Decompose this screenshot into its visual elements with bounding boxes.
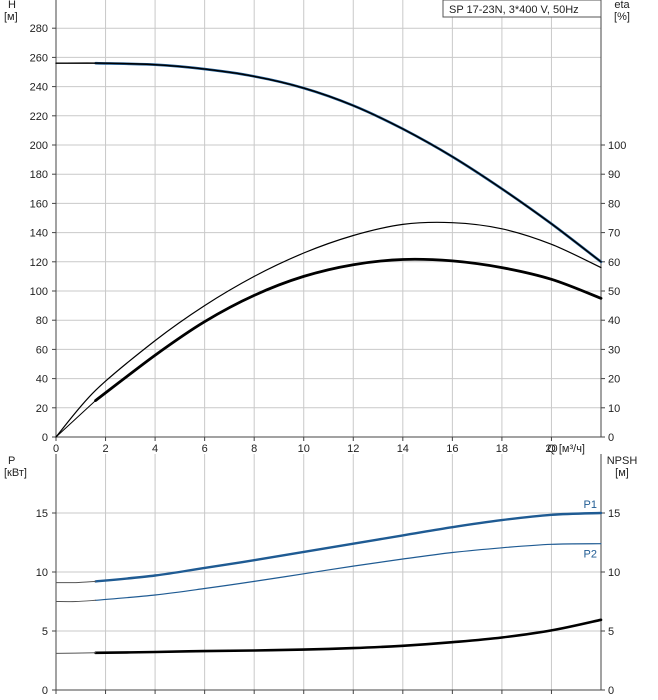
right-tick-label: 100	[608, 140, 626, 152]
left-axis-unit: [м]	[4, 11, 18, 23]
left-tick-label: 260	[30, 52, 48, 64]
left-tick-label: 0	[42, 685, 48, 697]
series-p2-line	[95, 543, 602, 601]
left-axis-name: H	[8, 0, 16, 11]
right-tick-label: 5	[608, 626, 614, 638]
right-tick-label: 20	[608, 374, 620, 386]
series-line	[94, 618, 603, 655]
right-axis-name: eta	[614, 0, 630, 11]
left-tick-label: 40	[36, 374, 48, 386]
right-tick-label: 50	[608, 286, 620, 298]
x-tick-label: 4	[152, 443, 158, 455]
left-tick-label: 100	[30, 286, 48, 298]
x-tick-label: 14	[397, 443, 409, 455]
x-tick-label: 2	[102, 443, 108, 455]
right-tick-label: 70	[608, 228, 620, 240]
x-tick-label: 10	[298, 443, 310, 455]
curve-extension-line	[55, 580, 97, 584]
left-tick-label: 5	[42, 626, 48, 638]
curve-extension-line	[55, 599, 97, 603]
power-npsh-panel: 0 5 10 15 0 5 10 15 P[кВт] NPSH[м] P1 P2	[4, 454, 637, 697]
left-tick-label: 280	[30, 23, 48, 35]
left-tick-label: 200	[30, 140, 48, 152]
series-line	[94, 257, 603, 402]
left-tick-label: 240	[30, 82, 48, 94]
right-tick-label: 10	[608, 403, 620, 415]
left-tick-label: 20	[36, 403, 48, 415]
left-tick-label: 10	[36, 567, 48, 579]
x-tick-label: 8	[251, 443, 257, 455]
series-label: P2	[584, 549, 597, 561]
left-tick-label: 180	[30, 169, 48, 181]
x-axis-label: Q [м³/ч]	[547, 443, 585, 455]
right-tick-label: 40	[608, 315, 620, 327]
curve-extension-line	[55, 652, 97, 654]
x-tick-label: 16	[446, 443, 458, 455]
head-efficiency-panel: 0204060801001201401601802002202402602800…	[4, 0, 631, 455]
chart-title: SP 17-23N, 3*400 V, 50Hz	[449, 4, 579, 16]
x-tick-label: 0	[53, 443, 59, 455]
left-tick-label: 120	[30, 257, 48, 269]
right-tick-label: 30	[608, 344, 620, 356]
right-tick-label: 80	[608, 198, 620, 210]
left-tick-label: 60	[36, 344, 48, 356]
left-axis-name: P	[8, 455, 15, 467]
series-p1-line	[94, 511, 603, 583]
right-axis-unit: [%]	[614, 11, 630, 23]
title-box	[442, 0, 602, 18]
right-tick-label: 0	[608, 685, 614, 697]
right-axis-unit: [м]	[615, 467, 629, 479]
right-tick-label: 10	[608, 567, 620, 579]
x-tick-label: 20	[545, 443, 557, 455]
x-tick-label: 12	[347, 443, 359, 455]
left-tick-label: 15	[36, 508, 48, 520]
curve-extension-line	[55, 62, 602, 263]
right-tick-label: 0	[608, 432, 614, 444]
left-axis-unit: [кВт]	[4, 467, 27, 479]
left-tick-label: 160	[30, 198, 48, 210]
right-tick-label: 60	[608, 257, 620, 269]
right-tick-label: 90	[608, 169, 620, 181]
left-tick-label: 220	[30, 111, 48, 123]
right-tick-label: 15	[608, 508, 620, 520]
x-tick-label: 18	[496, 443, 508, 455]
left-tick-label: 0	[42, 432, 48, 444]
left-tick-label: 140	[30, 228, 48, 240]
series-line	[55, 221, 602, 438]
x-tick-label: 6	[202, 443, 208, 455]
series-label: P1	[584, 499, 597, 511]
right-axis-name: NPSH	[607, 455, 638, 467]
curve-extension-line	[55, 400, 97, 438]
left-tick-label: 80	[36, 315, 48, 327]
series-line	[94, 61, 603, 264]
